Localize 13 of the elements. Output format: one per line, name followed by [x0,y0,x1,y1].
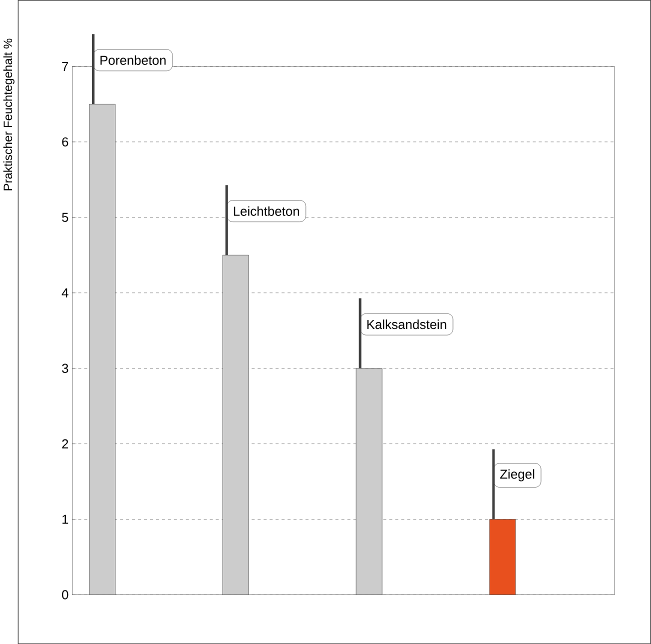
y-tick-label: 5 [62,212,68,222]
y-tick-label: 6 [62,137,68,146]
x-tick-label: Ziegel [500,469,534,482]
x-tick-label: Kalksandstein [367,319,446,329]
y-tick-label: 2 [62,439,68,448]
y-tick-label: 0 [62,590,68,600]
y-tick-label: 7 [62,62,68,71]
y-tick-label: 3 [62,364,68,373]
y-tick-label: 4 [62,288,68,298]
x-tick-label: Leichtbeton [234,206,300,216]
y-tick-label: 1 [62,514,68,524]
x-tick-label: Porenbeton [100,55,166,65]
y-axis-title: Praktischer Feuchtegehalt % [3,38,14,190]
